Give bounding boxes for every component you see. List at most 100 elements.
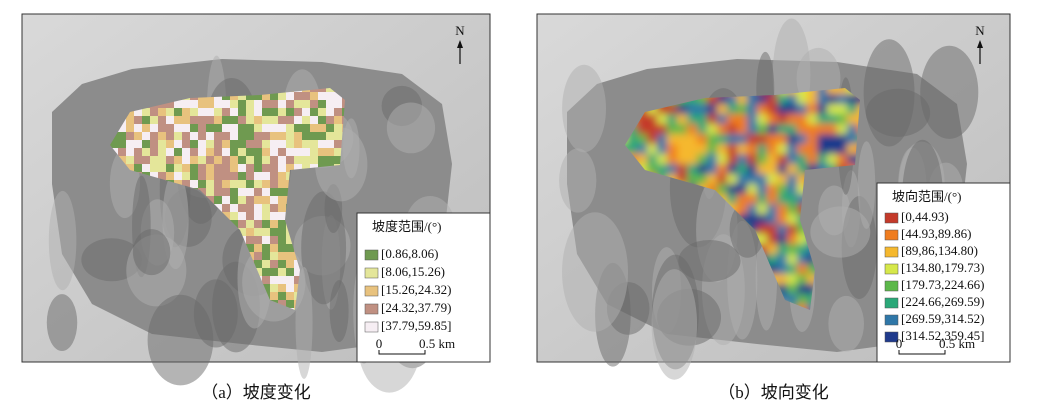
class-cell xyxy=(278,228,286,236)
legend-box xyxy=(356,212,491,363)
scale-start: 0 xyxy=(376,336,383,351)
class-cell xyxy=(254,236,262,244)
class-cell xyxy=(262,140,270,148)
class-cell xyxy=(310,100,318,108)
class-cell xyxy=(190,116,198,124)
terrain-shade xyxy=(559,148,597,213)
class-cell xyxy=(150,164,158,172)
class-cell xyxy=(166,132,174,140)
class-cell xyxy=(206,108,214,116)
class-cell xyxy=(807,88,821,98)
legend-label: [0,44.93) xyxy=(901,209,949,224)
class-cell xyxy=(270,116,278,124)
class-cell xyxy=(238,140,246,148)
class-cell xyxy=(278,220,286,228)
class-cell xyxy=(150,156,158,164)
class-cell xyxy=(294,132,302,140)
class-cell xyxy=(286,100,294,108)
class-cell xyxy=(246,228,254,236)
class-cell xyxy=(182,132,190,140)
class-cell xyxy=(318,124,326,132)
class-cell xyxy=(254,156,262,164)
class-cell xyxy=(286,108,294,116)
class-cell xyxy=(262,132,270,140)
class-cell xyxy=(214,188,222,196)
class-cell xyxy=(214,100,222,108)
class-cell xyxy=(318,88,326,92)
class-cell xyxy=(118,148,126,156)
class-cell xyxy=(262,244,270,252)
class-cell xyxy=(230,164,238,172)
legend-swatch xyxy=(884,212,899,224)
class-cell xyxy=(326,100,334,108)
class-cell xyxy=(278,116,286,124)
class-cell xyxy=(254,140,262,148)
class-cell xyxy=(857,94,860,108)
class-cell xyxy=(118,156,126,164)
class-cell xyxy=(150,108,158,116)
class-cell xyxy=(126,108,134,116)
class-cell xyxy=(302,156,310,164)
class-cell xyxy=(238,124,246,132)
class-cell xyxy=(254,164,262,172)
class-cell xyxy=(286,252,294,260)
class-cell xyxy=(246,148,254,156)
class-cell xyxy=(214,140,222,148)
class-cell xyxy=(286,140,294,148)
class-cell xyxy=(278,300,286,308)
class-cell xyxy=(174,108,182,116)
class-cell xyxy=(302,100,310,108)
class-cell xyxy=(294,164,302,172)
map-panel: N 坡向范围/(°) [0,44.93) [44.93,89.86) [89,86,13… xyxy=(536,13,1011,380)
class-cell xyxy=(230,204,238,212)
class-cell xyxy=(158,132,166,140)
class-cell xyxy=(246,220,254,228)
class-cell xyxy=(310,88,318,92)
class-cell xyxy=(222,148,230,156)
north-arrowhead xyxy=(977,40,983,48)
class-cell xyxy=(294,116,302,124)
class-cell xyxy=(118,132,126,140)
class-cell xyxy=(246,92,254,100)
class-cell xyxy=(278,156,286,164)
class-cell xyxy=(126,164,134,172)
class-cell xyxy=(286,292,294,300)
class-cell xyxy=(190,108,198,116)
class-cell xyxy=(302,108,310,116)
class-cell xyxy=(270,220,278,228)
class-cell xyxy=(222,180,230,188)
class-cell xyxy=(270,148,278,156)
class-cell xyxy=(134,156,142,164)
class-cell xyxy=(294,268,302,276)
class-cell xyxy=(214,172,222,180)
class-cell xyxy=(270,108,278,116)
class-cell xyxy=(238,228,246,236)
class-cell xyxy=(262,172,270,180)
class-cell xyxy=(126,116,134,124)
class-cell xyxy=(214,148,222,156)
class-cell xyxy=(198,180,206,188)
class-cell xyxy=(190,164,198,172)
terrain-shade xyxy=(46,294,78,352)
legend-label: [37.79,59.85] xyxy=(381,318,451,333)
class-cell xyxy=(270,236,278,244)
class-cell xyxy=(206,172,214,180)
terrain-shade xyxy=(865,88,931,137)
class-cell xyxy=(166,172,174,180)
class-cell xyxy=(182,180,190,188)
class-cell xyxy=(246,124,254,132)
class-cell xyxy=(222,100,230,108)
class-cell xyxy=(278,124,286,132)
class-cell xyxy=(254,180,262,188)
class-cell xyxy=(246,108,254,116)
class-cell xyxy=(334,124,342,132)
class-cell xyxy=(166,124,174,132)
class-cell xyxy=(302,132,310,140)
class-cell xyxy=(254,108,262,116)
class-cell xyxy=(166,164,174,172)
class-cell xyxy=(254,148,262,156)
class-cell xyxy=(230,172,238,180)
legend-swatch xyxy=(884,229,899,241)
class-cell xyxy=(278,188,286,196)
class-cell xyxy=(198,108,206,116)
